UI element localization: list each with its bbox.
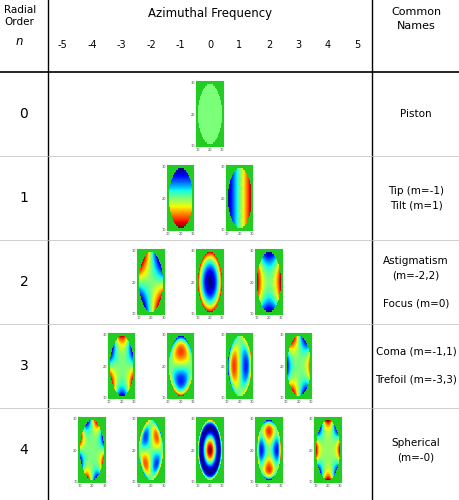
Text: -1: -1 bbox=[175, 40, 185, 50]
Text: Coma (m=-1,1)

Trefoil (m=-3,3): Coma (m=-1,1) Trefoil (m=-3,3) bbox=[374, 347, 456, 385]
Text: Azimuthal Frequency: Azimuthal Frequency bbox=[148, 7, 271, 20]
Text: Radial: Radial bbox=[4, 5, 36, 15]
Text: -4: -4 bbox=[87, 40, 97, 50]
Text: Spherical
(m=-0): Spherical (m=-0) bbox=[391, 438, 439, 462]
Text: 1: 1 bbox=[236, 40, 242, 50]
Text: Astigmatism
(m=-2,2)

Focus (m=0): Astigmatism (m=-2,2) Focus (m=0) bbox=[382, 256, 448, 308]
Text: n: n bbox=[16, 35, 23, 48]
Text: 4: 4 bbox=[324, 40, 330, 50]
Text: 3: 3 bbox=[20, 359, 28, 373]
Text: Names: Names bbox=[396, 21, 434, 31]
Text: Tip (m=-1)
Tilt (m=1): Tip (m=-1) Tilt (m=1) bbox=[387, 186, 443, 210]
Text: 4: 4 bbox=[20, 443, 28, 457]
Text: 5: 5 bbox=[353, 40, 359, 50]
Text: 1: 1 bbox=[20, 191, 28, 205]
Text: 2: 2 bbox=[265, 40, 271, 50]
Text: Piston: Piston bbox=[399, 109, 431, 119]
Text: 0: 0 bbox=[20, 107, 28, 121]
Text: Order: Order bbox=[4, 17, 34, 27]
Text: 0: 0 bbox=[207, 40, 213, 50]
Text: 2: 2 bbox=[20, 275, 28, 289]
Text: -5: -5 bbox=[58, 40, 67, 50]
Text: Common: Common bbox=[390, 7, 440, 17]
Text: -3: -3 bbox=[117, 40, 126, 50]
Text: -2: -2 bbox=[146, 40, 156, 50]
Text: 3: 3 bbox=[295, 40, 301, 50]
